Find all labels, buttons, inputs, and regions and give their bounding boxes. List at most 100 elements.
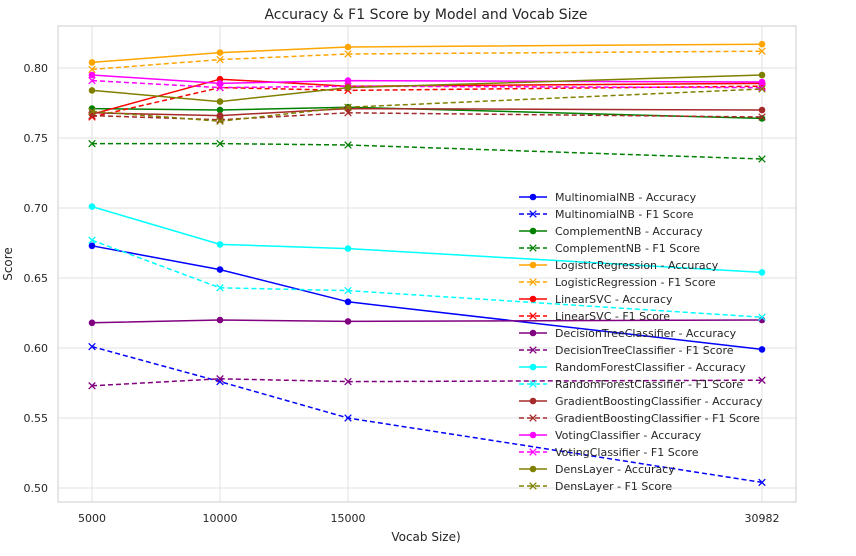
data-point <box>88 65 96 74</box>
data-point <box>758 346 766 353</box>
series-line <box>91 245 763 351</box>
legend-label: MultinomialNB - F1 Score <box>555 208 694 221</box>
data-point-stroke-b <box>758 47 766 55</box>
legend-marker <box>529 397 537 405</box>
data-point-stroke-b <box>758 376 766 384</box>
data-point <box>344 141 352 149</box>
legend-item: LinearSVC - F1 Score <box>519 310 670 323</box>
data-point <box>88 76 96 85</box>
legend-item: DensLayer - Accuracy <box>519 463 675 476</box>
legend-marker <box>529 431 537 439</box>
y-tick-label: 0.65 <box>24 272 49 285</box>
legend-label: LinearSVC - Accuracy <box>555 293 673 306</box>
data-point <box>758 85 766 93</box>
legend-marker <box>529 261 537 269</box>
data-point-stroke-b <box>216 117 224 125</box>
series-11 <box>88 236 766 321</box>
legend-item: GradientBoostingClassifier - F1 Score <box>519 412 760 425</box>
series-line <box>91 205 763 274</box>
data-point-stroke-b <box>216 284 224 292</box>
data-point <box>216 139 224 148</box>
legend-marker <box>529 278 537 286</box>
data-point <box>344 103 352 111</box>
data-point <box>88 382 96 390</box>
legend-label: RandomForestClassifier - F1 Score <box>555 378 743 391</box>
data-point <box>344 77 352 84</box>
legend-item: LogisticRegression - F1 Score <box>519 276 716 289</box>
legend-marker <box>529 329 537 337</box>
series-line <box>91 85 763 118</box>
legend-marker <box>529 482 537 490</box>
legend-item: MultinomialNB - Accuracy <box>519 191 697 204</box>
legend-label: VotingClassifier - Accuracy <box>555 429 702 442</box>
legend-marker-stroke-b <box>529 414 537 422</box>
data-point-stroke-b <box>344 377 352 386</box>
data-point <box>216 375 224 383</box>
data-point <box>344 43 352 51</box>
data-point-stroke-b <box>88 342 96 351</box>
series-line <box>91 50 763 71</box>
data-point <box>344 245 352 252</box>
legend-marker <box>529 346 537 354</box>
y-tick-label: 0.70 <box>24 202 49 215</box>
series-4 <box>88 40 766 66</box>
data-point <box>758 106 766 114</box>
data-point <box>344 84 352 91</box>
data-point-stroke-b <box>88 76 96 85</box>
legend-item: RandomForestClassifier - F1 Score <box>519 378 743 391</box>
data-point <box>758 376 766 384</box>
series-line <box>91 378 763 387</box>
data-point-stroke-b <box>758 313 766 321</box>
legend-label: DensLayer - Accuracy <box>555 463 675 476</box>
data-point <box>344 414 352 422</box>
data-point <box>216 241 224 248</box>
legend-item: MultinomialNB - F1 Score <box>519 208 694 221</box>
data-point <box>758 478 766 487</box>
legend-item: RandomForestClassifier - Accuracy <box>519 361 746 374</box>
series-17 <box>88 85 766 125</box>
data-point <box>758 113 766 121</box>
data-point-stroke-b <box>88 65 96 74</box>
series-line <box>91 319 763 324</box>
chart-title: Accuracy & F1 Score by Model and Vocab S… <box>264 7 587 23</box>
data-point <box>758 269 766 276</box>
series-line <box>91 239 763 318</box>
legend-item: DensLayer - F1 Score <box>519 480 672 493</box>
data-point <box>88 71 96 79</box>
data-point <box>88 342 96 351</box>
y-axis-title: Score <box>1 247 15 281</box>
legend-label: LogisticRegression - F1 Score <box>555 276 716 289</box>
legend-marker-stroke-b <box>529 448 537 456</box>
data-point <box>88 87 96 94</box>
legend-marker <box>529 380 537 388</box>
data-point <box>216 116 224 124</box>
data-point-stroke-b <box>344 50 352 58</box>
y-tick-label: 0.75 <box>24 132 49 145</box>
data-point-stroke-b <box>344 141 352 149</box>
legend-item: GradientBoostingClassifier - Accuracy <box>519 395 763 408</box>
legend-marker-stroke-b <box>529 244 537 252</box>
series-line <box>91 107 763 117</box>
legend-label: GradientBoostingClassifier - F1 Score <box>555 412 760 425</box>
legend-item: ComplementNB - Accuracy <box>519 225 703 238</box>
data-point <box>88 242 96 250</box>
data-point-stroke-b <box>344 286 352 295</box>
data-point <box>344 286 352 295</box>
data-point-stroke-b <box>88 382 96 390</box>
legend-marker <box>529 210 537 218</box>
series-3 <box>88 139 766 163</box>
legend-item: DecisionTreeClassifier - Accuracy <box>519 327 737 340</box>
legend-label: LogisticRegression - Accuracy <box>555 259 719 272</box>
legend-item: LogisticRegression - Accuracy <box>519 259 719 272</box>
data-point-stroke-b <box>88 139 96 148</box>
data-point-stroke-b <box>216 55 224 64</box>
legend-label: DecisionTreeClassifier - Accuracy <box>555 327 737 340</box>
series-line <box>91 79 763 89</box>
series-1 <box>88 342 766 487</box>
series-line <box>92 142 763 160</box>
x-axis-title: Vocab Size) <box>391 530 460 544</box>
legend-label: DensLayer - F1 Score <box>555 480 672 493</box>
legend-marker-stroke-b <box>529 210 537 218</box>
series-5 <box>88 47 766 74</box>
legend-marker-stroke-b <box>529 482 537 490</box>
